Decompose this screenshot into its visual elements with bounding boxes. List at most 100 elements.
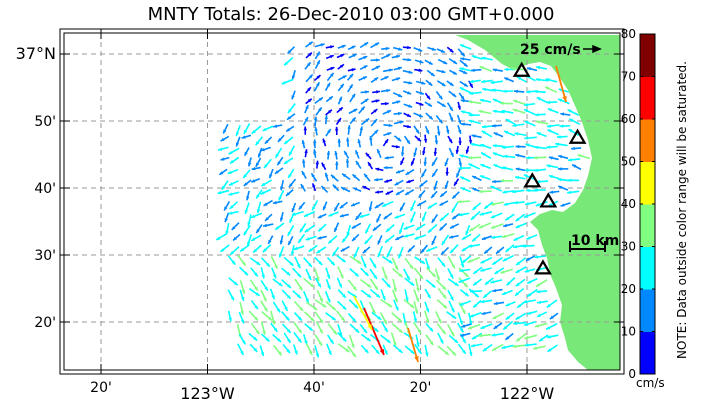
current-vector-head (228, 192, 233, 196)
current-vector-head (522, 244, 526, 248)
current-vector-head (375, 349, 380, 354)
current-vector-head (460, 333, 465, 337)
current-vector-head (416, 342, 420, 347)
current-vector-head (469, 79, 474, 84)
current-vector-head (480, 299, 485, 304)
current-vector-head (228, 317, 232, 322)
current-vector-head (331, 316, 336, 321)
current-vector-head (413, 152, 417, 157)
current-vector-head (457, 105, 461, 110)
current-vector-head (220, 157, 225, 161)
current-vector-head (317, 236, 322, 240)
current-vector-head (388, 123, 393, 128)
colorbar-segment (640, 34, 655, 77)
current-vector-head (526, 311, 531, 315)
current-vector-head (474, 293, 479, 298)
current-vector-head (320, 43, 325, 47)
current-vector-head (408, 70, 413, 74)
colorbar: 0 10 20 30 40 50 60 70 80 (621, 27, 656, 381)
current-vector-head (469, 321, 473, 325)
current-vector-head (512, 189, 517, 194)
current-vector-head (479, 66, 484, 70)
current-vector-head (458, 212, 463, 217)
current-vector-head (556, 135, 561, 139)
current-vector-head (460, 187, 465, 191)
current-vector-head (302, 159, 306, 164)
current-vector-head (242, 340, 246, 345)
current-vector-head (398, 93, 403, 97)
current-vector-head (260, 191, 265, 195)
current-vector-head (546, 303, 551, 308)
current-vector-head (535, 77, 540, 82)
current-vector-head (558, 167, 562, 171)
current-vector-head (427, 228, 432, 233)
current-vector-head (418, 48, 423, 52)
current-vector-head (414, 236, 419, 240)
current-vector-head (363, 65, 368, 69)
current-vector-head (478, 109, 483, 114)
current-vector-head (377, 149, 381, 154)
scale-bar-label: 10 km (571, 233, 620, 249)
current-vector-head (428, 61, 433, 65)
current-vector-head (347, 125, 351, 129)
lon-tick-label: 123°W (180, 384, 235, 403)
current-vector-head (525, 143, 530, 147)
current-vector-head (410, 350, 415, 354)
current-vector-head (492, 98, 497, 103)
current-vector-head (376, 58, 380, 62)
current-vector-head (388, 68, 393, 72)
current-vector-head (448, 139, 453, 144)
current-vector-head (406, 179, 411, 184)
current-vector-head (491, 333, 496, 337)
current-vector-head (256, 209, 261, 214)
current-vector-head (470, 289, 474, 294)
current-vector-head (407, 58, 412, 62)
current-vector-head (385, 46, 390, 51)
current-vector-head (339, 204, 344, 209)
current-vector-head (254, 316, 258, 321)
current-vector-head (481, 311, 486, 316)
current-vector-head (460, 176, 465, 180)
current-vector-head (567, 158, 572, 162)
current-vector-head (438, 319, 442, 324)
current-vector-head (473, 281, 478, 286)
current-vector-head (452, 315, 457, 319)
current-vector-head (229, 205, 234, 209)
current-vector-head (383, 165, 388, 170)
current-vector-head (384, 350, 388, 355)
current-vector (363, 307, 385, 356)
current-vector-head (386, 54, 391, 58)
current-vector-head (481, 124, 486, 129)
current-vector-head (308, 263, 312, 268)
scale-vector-arrow (583, 44, 602, 54)
current-vector-head (407, 248, 412, 253)
current-vector-head (526, 89, 530, 94)
current-vector-head (328, 239, 333, 244)
current-vector-head (366, 337, 371, 342)
current-vector-head (461, 324, 466, 328)
current-vector-head (417, 137, 421, 142)
current-vector-head (273, 124, 278, 128)
current-vector-head (355, 160, 360, 165)
current-vector-head (396, 100, 401, 104)
current-vector-head (374, 77, 379, 81)
current-vector-head (357, 260, 362, 264)
current-vector-head (464, 283, 468, 288)
current-vector-head (536, 179, 541, 184)
current-vector-head (291, 208, 295, 213)
lon-tick-label: 20' (410, 380, 432, 396)
current-vector-head (426, 265, 430, 270)
current-vector-head (407, 124, 411, 129)
current-vector-head (244, 151, 248, 156)
current-vector-head (443, 304, 447, 309)
current-vector-head (318, 341, 322, 346)
current-vector-head (527, 67, 531, 71)
current-vector-head (220, 248, 225, 252)
current-vector-head (284, 306, 288, 311)
current-vector-head (223, 129, 227, 134)
current-vector-head (479, 212, 484, 216)
current-vector-head (313, 306, 318, 311)
current-vector-head (308, 350, 313, 355)
current-vector-head (492, 179, 496, 184)
current-vector-head (468, 156, 472, 160)
